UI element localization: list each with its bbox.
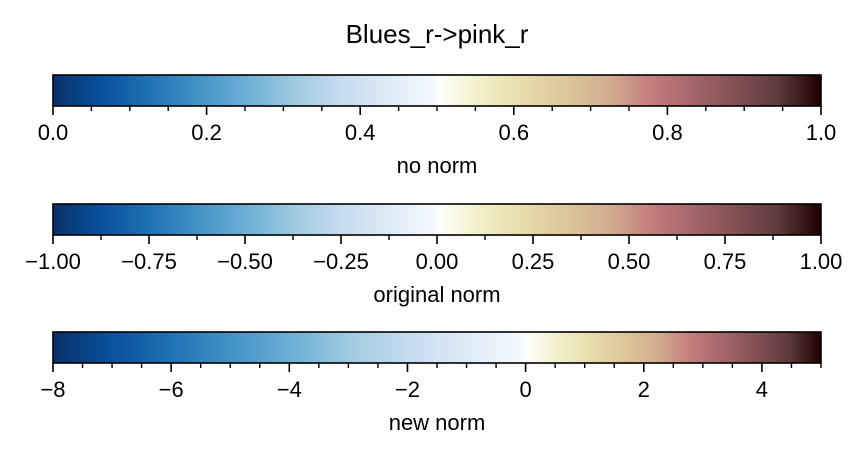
colorbar-2: −1.00 −0.75 −0.50 −0.25 0.00 0.25 0.50 0.75 1.00… xyxy=(25,203,843,307)
tick-label: 4 xyxy=(756,377,768,402)
colorbar-right-gradient xyxy=(437,75,821,106)
tick-label: 2 xyxy=(638,377,650,402)
colorbar-right-gradient xyxy=(437,204,821,235)
figure-title: Blues_r->pink_r xyxy=(346,19,529,49)
colorbar-label: new norm xyxy=(389,410,486,435)
colorbar-label: original norm xyxy=(373,282,500,307)
tick-label: 0.2 xyxy=(191,120,222,145)
tick-label: 0.25 xyxy=(512,249,555,274)
tick-label: 0.8 xyxy=(652,120,683,145)
tick-label: −0.25 xyxy=(313,249,369,274)
tick-label: 0.50 xyxy=(608,249,651,274)
tick-label: 0.4 xyxy=(345,120,376,145)
tick-label: −0.75 xyxy=(121,249,177,274)
colorbar-right-gradient xyxy=(525,332,821,363)
colorbar-left-gradient xyxy=(53,204,437,235)
colorbar-1: 0.0 0.2 0.4 0.6 0.8 1.0 no norm xyxy=(38,74,837,178)
tick-label: 0.00 xyxy=(416,249,459,274)
tick-label: −8 xyxy=(40,377,65,402)
tick-label: −6 xyxy=(159,377,184,402)
tick-label: 0 xyxy=(519,377,531,402)
tick-label: 0.75 xyxy=(704,249,747,274)
tick-label: −4 xyxy=(277,377,302,402)
colorbar-label: no norm xyxy=(397,153,478,178)
colorbar-left-gradient xyxy=(53,75,437,106)
tick-label: −2 xyxy=(395,377,420,402)
tick-label: −1.00 xyxy=(25,249,81,274)
tick-label: 0.6 xyxy=(499,120,530,145)
tick-label: −0.50 xyxy=(217,249,273,274)
colorbar-3: −8 −6 −4 −2 0 2 4 new norm xyxy=(40,331,822,435)
tick-label: 1.0 xyxy=(806,120,837,145)
tick-label: 0.0 xyxy=(38,120,69,145)
colorbar-left-gradient xyxy=(53,332,526,363)
tick-label: 1.00 xyxy=(800,249,843,274)
